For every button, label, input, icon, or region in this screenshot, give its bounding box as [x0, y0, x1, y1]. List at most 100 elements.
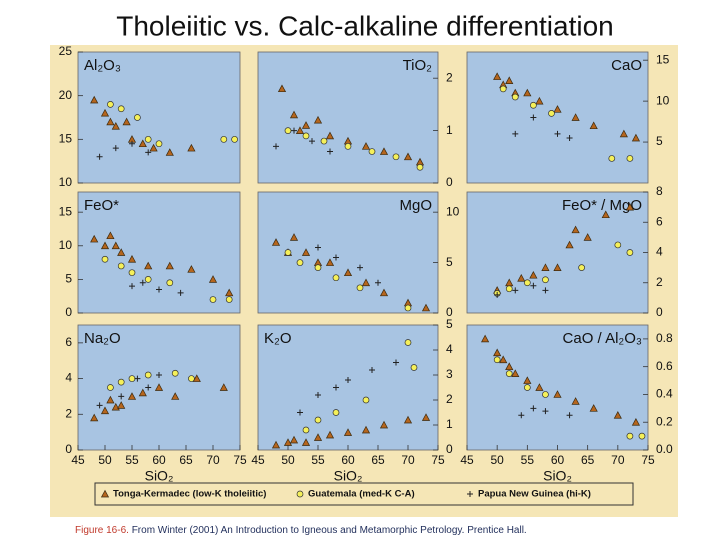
- triangle-point: [505, 362, 514, 371]
- y-tick-label: 20: [59, 88, 73, 102]
- x-tick-label: 50: [281, 453, 295, 467]
- circle-point: [117, 105, 125, 113]
- figure-label: Figure 16-6.: [75, 525, 129, 536]
- triangle-point: [379, 420, 389, 429]
- y-tick-label: 5: [446, 255, 453, 269]
- y-tick-label: 15: [59, 132, 73, 146]
- circle-point: [638, 432, 646, 440]
- y-tick-label: 4: [446, 342, 453, 356]
- triangle-point: [171, 392, 180, 400]
- y-tick-label: 2: [65, 406, 72, 420]
- circle-point: [171, 369, 179, 377]
- triangle-point: [187, 143, 196, 152]
- y-tick-label: 5: [65, 272, 72, 286]
- plus-point: [512, 287, 519, 294]
- circle-point: [523, 384, 531, 391]
- circle-point: [392, 153, 400, 161]
- triangle-point: [138, 388, 147, 397]
- plot-area: [77, 51, 241, 184]
- circle-point: [284, 127, 292, 134]
- plus-point: [345, 377, 351, 383]
- triangle-point: [379, 288, 389, 297]
- x-tick-label: 55: [311, 453, 325, 467]
- triangle-point: [106, 231, 115, 240]
- panel-title: K₂O: [264, 330, 292, 347]
- plus-point: [177, 289, 184, 296]
- circle-point: [284, 249, 292, 256]
- y-tick-label: 5: [656, 134, 663, 148]
- circle-point: [101, 255, 109, 263]
- triangle-point: [100, 406, 110, 415]
- panel-title: Al₂O₃: [84, 57, 121, 74]
- y-tick-label: 0: [446, 442, 453, 456]
- triangle-point: [571, 397, 580, 405]
- plus-point: [156, 286, 162, 293]
- circle-point: [144, 135, 152, 143]
- y-tick-label: 2: [446, 392, 453, 406]
- circle-point: [362, 396, 370, 404]
- circle-point: [128, 375, 136, 382]
- panel-title: CaO / Al₂O₃: [563, 330, 642, 347]
- triangle-point: [343, 428, 353, 436]
- y-tick-label: 0: [65, 442, 72, 456]
- circle-point: [542, 276, 549, 284]
- caption-text: From Winter (2001) An Introduction to Ig…: [132, 525, 527, 536]
- x-tick-label: 55: [125, 453, 139, 467]
- triangle-point: [325, 430, 335, 439]
- triangle-point: [541, 263, 550, 271]
- plus-point: [129, 283, 135, 290]
- circle-point: [548, 110, 555, 117]
- y-tick-label: 2: [446, 70, 453, 84]
- plus-point: [357, 264, 363, 271]
- triangle-point: [208, 275, 218, 283]
- triangle-point: [613, 411, 622, 419]
- triangle-point: [295, 126, 305, 134]
- circle-point: [225, 296, 233, 303]
- triangle-point: [301, 248, 311, 256]
- plus-point: [512, 130, 519, 137]
- triangle-point: [523, 88, 532, 97]
- triangle-point: [361, 425, 371, 434]
- y-tick-label: 6: [656, 214, 663, 228]
- plus-point: [315, 244, 321, 251]
- plus-point: [134, 375, 141, 382]
- plus-point: [129, 140, 135, 147]
- circle-point: [134, 114, 141, 121]
- y-tick-label: 3: [446, 367, 453, 381]
- y-tick-label: 1: [446, 417, 453, 431]
- triangle-point: [100, 489, 110, 498]
- triangle-point: [505, 76, 514, 85]
- x-tick-label: 50: [490, 453, 504, 467]
- y-tick-label: 6: [65, 335, 72, 349]
- triangle-point: [589, 121, 598, 130]
- circle-point: [499, 85, 507, 93]
- triangle-point: [361, 278, 371, 287]
- circle-point: [107, 101, 114, 108]
- y-tick-label: 4: [656, 245, 663, 259]
- y-tick-label: 0: [656, 305, 663, 319]
- y-tick-label: 4: [65, 371, 72, 385]
- triangle-point: [301, 438, 311, 446]
- triangle-point: [313, 433, 323, 441]
- triangle-point: [289, 233, 299, 241]
- y-tick-label: 0.2: [656, 414, 673, 428]
- circle-point: [626, 155, 634, 162]
- circle-point: [107, 384, 114, 391]
- circle-point: [626, 432, 634, 440]
- circle-point: [505, 285, 513, 293]
- triangle-point: [553, 390, 562, 398]
- triangle-point: [589, 404, 598, 412]
- triangle-point: [325, 131, 335, 140]
- x-tick-label: 50: [98, 453, 112, 467]
- triangle-point: [154, 383, 164, 391]
- plot-area: [77, 191, 241, 314]
- triangle-point: [149, 143, 158, 152]
- circle-point: [404, 304, 412, 312]
- plus-point: [112, 145, 119, 152]
- circle-point: [505, 370, 513, 377]
- triangle-point: [379, 147, 389, 155]
- circle-point: [220, 135, 228, 143]
- y-tick-label: 15: [59, 204, 73, 218]
- triangle-point: [361, 142, 371, 150]
